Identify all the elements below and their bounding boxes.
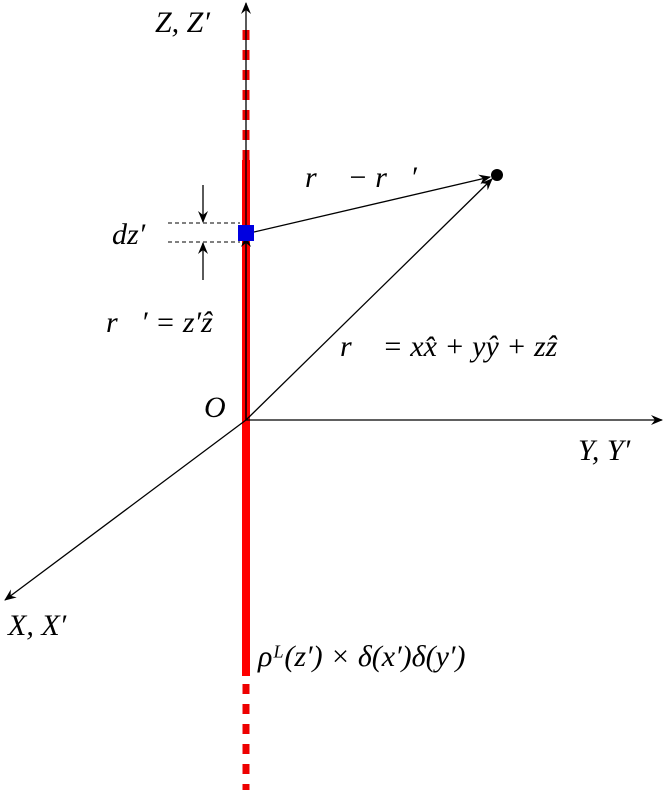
- y-label: Y, Y′: [578, 434, 631, 467]
- x-label: X, X′: [7, 609, 67, 642]
- vector-r: [245, 178, 493, 421]
- charge-element: [238, 225, 254, 241]
- origin-label: O: [204, 391, 226, 424]
- r-minus-rp-label: r⃗ − r⃗′: [305, 161, 417, 194]
- vector-r-minus-rp: [253, 174, 491, 233]
- r-label: r⃗ = xx̂ + yŷ + zẑ: [340, 330, 558, 363]
- x-axis: [4, 419, 247, 601]
- field-point: [491, 169, 503, 181]
- z-label: Z, Z′: [155, 6, 210, 39]
- dz-label: dz′: [112, 218, 146, 251]
- rp-label: r⃗′ = z′ẑ: [106, 306, 213, 339]
- density-label: ρᴸ(z′) × δ(x′)δ(y′): [257, 640, 465, 673]
